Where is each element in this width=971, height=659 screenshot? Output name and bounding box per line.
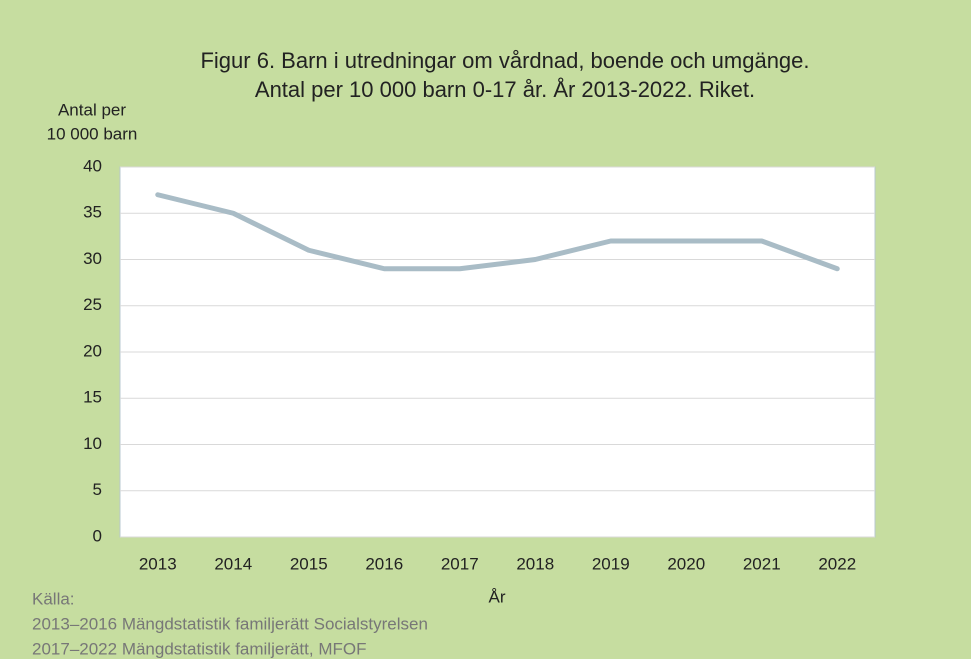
chart-title: Antal per 10 000 barn 0-17 år. År 2013-2… <box>255 77 755 102</box>
y-tick-label: 25 <box>83 295 102 314</box>
x-tick-label: 2018 <box>516 554 554 573</box>
x-tick-label: 2021 <box>743 554 781 573</box>
y-axis-label: 10 000 barn <box>47 124 138 143</box>
x-tick-label: 2020 <box>667 554 705 573</box>
y-tick-label: 20 <box>83 341 102 360</box>
y-tick-label: 0 <box>93 526 102 545</box>
x-tick-label: 2015 <box>290 554 328 573</box>
y-tick-label: 10 <box>83 434 102 453</box>
source: 2017–2022 Mängdstatistik familjerätt, MF… <box>32 639 366 658</box>
x-tick-label: 2017 <box>441 554 479 573</box>
y-tick-label: 35 <box>83 203 102 222</box>
x-axis-label: År <box>489 587 506 606</box>
x-tick-label: 2014 <box>214 554 252 573</box>
y-tick-label: 40 <box>83 156 102 175</box>
line-series <box>155 192 840 272</box>
source: Källa: <box>32 589 75 608</box>
y-tick-label: 5 <box>93 480 102 499</box>
y-axis-label: Antal per <box>58 100 126 119</box>
x-tick-label: 2016 <box>365 554 403 573</box>
source: 2013–2016 Mängdstatistik familjerätt Soc… <box>32 614 428 633</box>
x-tick-label: 2019 <box>592 554 630 573</box>
chart-title: Figur 6. Barn i utredningar om vårdnad, … <box>200 48 809 73</box>
y-tick-label: 15 <box>83 388 102 407</box>
y-tick-label: 30 <box>83 249 102 268</box>
x-tick-label: 2013 <box>139 554 177 573</box>
x-tick-label: 2022 <box>818 554 856 573</box>
